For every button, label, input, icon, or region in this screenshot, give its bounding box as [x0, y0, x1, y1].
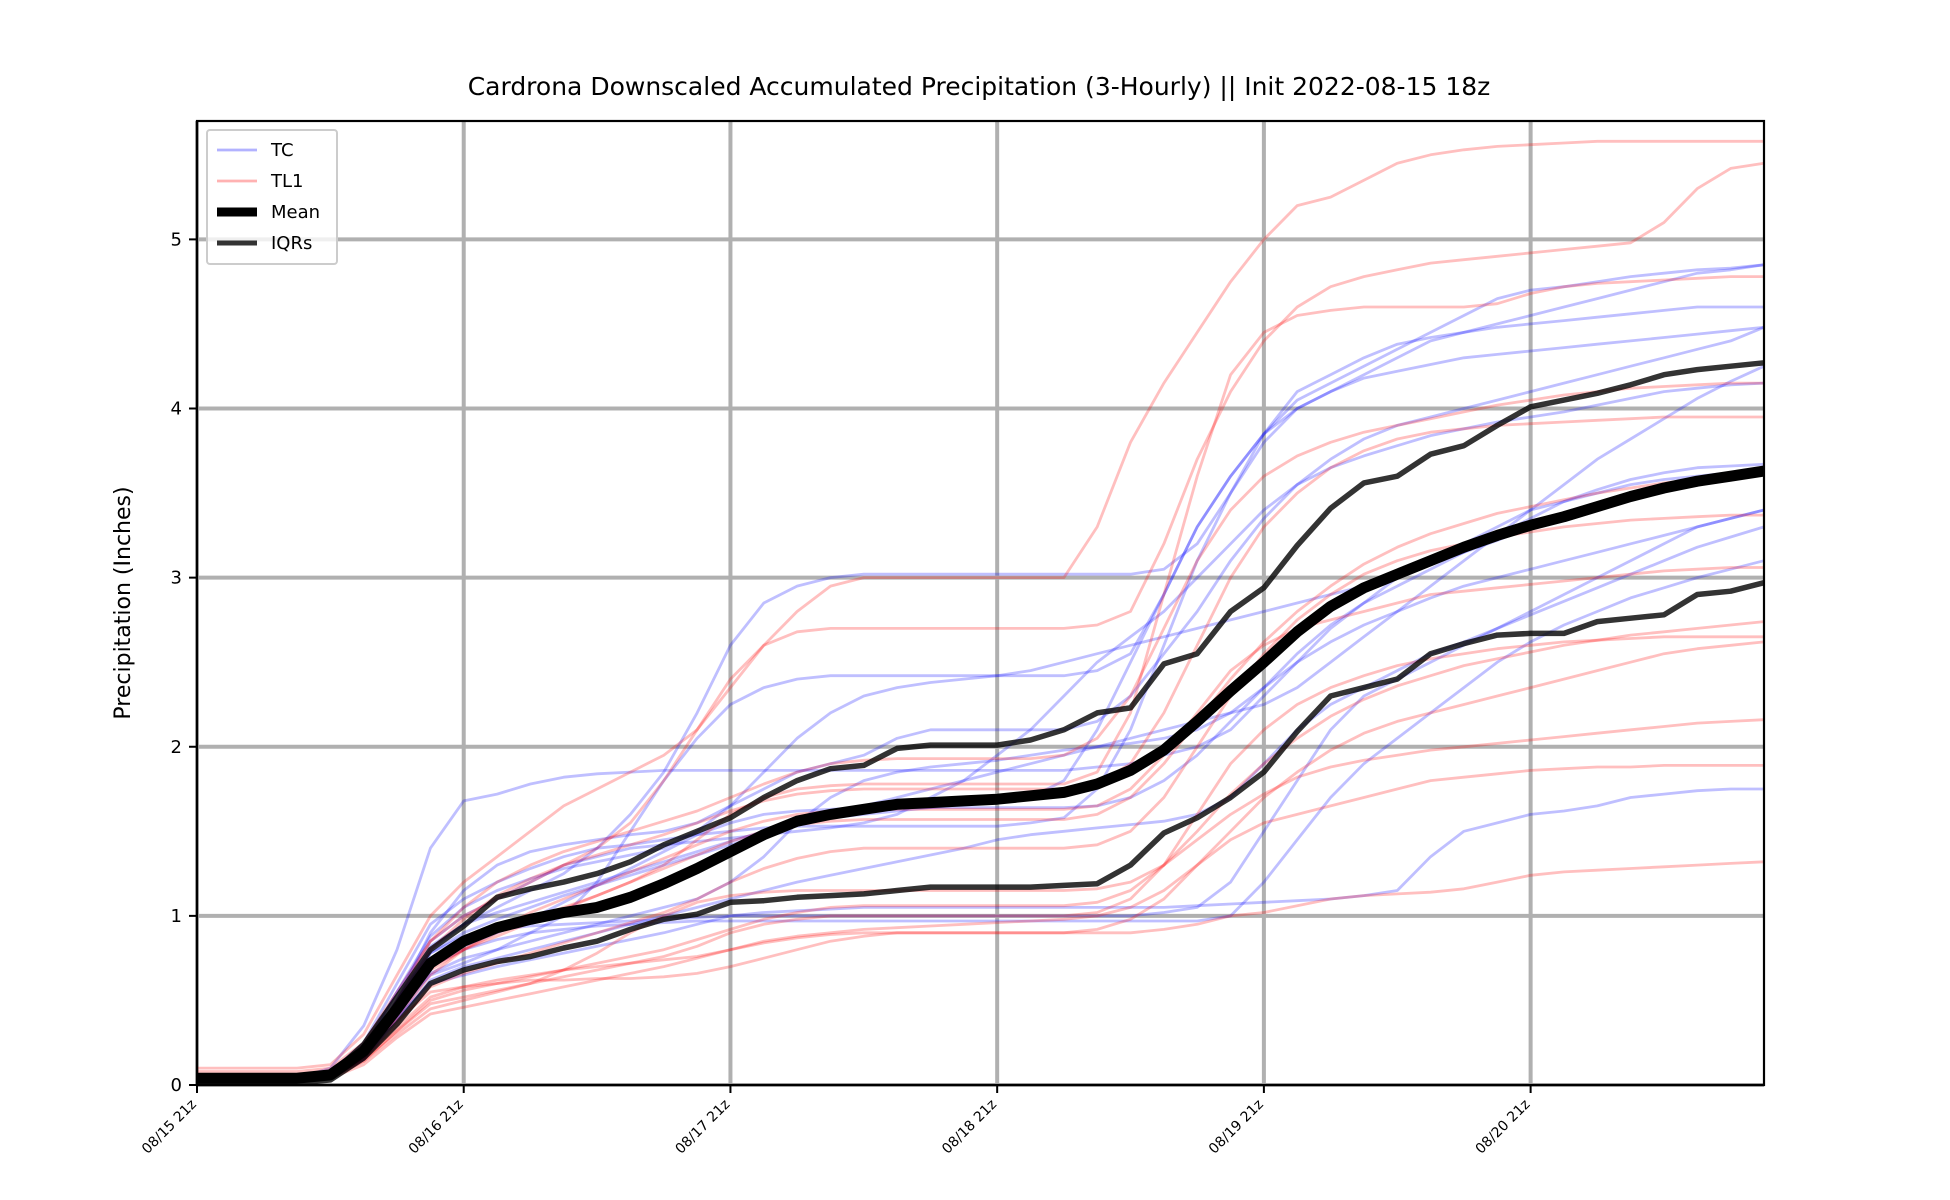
series-line-mean	[197, 465, 1765, 1084]
y-tick-label: 4	[171, 399, 182, 420]
legend-box	[206, 129, 338, 265]
series-line-tl1	[197, 640, 1765, 1083]
series-line-tl1	[197, 764, 1764, 1080]
series-line-iqr	[197, 580, 1765, 1087]
plot-area	[197, 121, 1764, 1085]
legend-label-iqrs: IQRs	[271, 233, 312, 254]
series-line-tc	[197, 326, 1765, 1083]
series-line-tl1	[197, 635, 1764, 1082]
y-tick-label: 5	[171, 229, 182, 250]
series-line-tc	[197, 525, 1765, 1083]
summary-lines	[197, 360, 1765, 1087]
series-line-tl1	[197, 860, 1765, 1078]
legend-label-tc: TC	[270, 140, 294, 161]
chart-title: Cardrona Downscaled Accumulated Precipit…	[468, 72, 1491, 101]
series-line-tc	[197, 559, 1765, 1083]
legend-label-mean: Mean	[271, 202, 320, 223]
series-line-tl1	[197, 566, 1764, 1080]
legend: TC TL1 Mean IQRs	[206, 129, 338, 265]
series-line-tl1	[197, 381, 1764, 1083]
series-line-tc	[197, 469, 1765, 1080]
series-line-tc	[197, 787, 1764, 1083]
series-line-tl1	[197, 718, 1765, 1080]
series-line-tc	[197, 508, 1765, 1083]
series-line-tl1	[197, 471, 1765, 1083]
series-line-tl1	[197, 161, 1765, 1073]
y-tick-label: 1	[171, 906, 182, 927]
series-line-iqr	[197, 360, 1765, 1083]
y-tick-label: 3	[171, 568, 182, 589]
y-tick-label: 0	[171, 1075, 182, 1096]
series-line-tl1	[197, 275, 1764, 1077]
axes-frame	[195, 119, 1766, 1087]
series-line-tc	[197, 263, 1765, 1078]
y-tick-label: 2	[171, 737, 182, 758]
series-line-tl1	[197, 139, 1764, 1070]
legend-label-tl1: TL1	[270, 171, 303, 192]
series-line-tl1	[197, 620, 1765, 1083]
y-axis-label: Precipitation (Inches)	[111, 486, 136, 719]
y-axis-ticks: 0 1 2 3 4 5	[171, 229, 197, 1096]
series-line-tc	[197, 263, 1765, 1082]
